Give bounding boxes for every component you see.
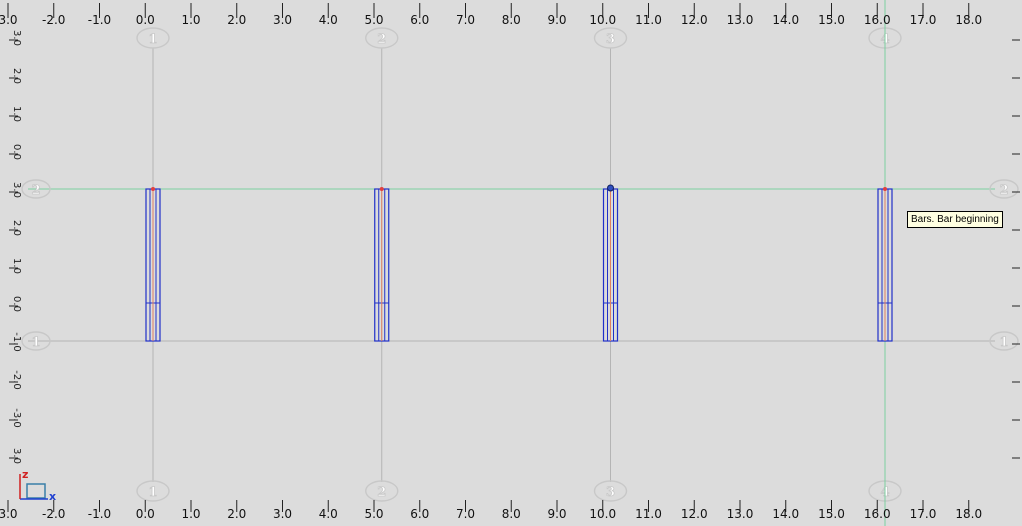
ruler-bottom-tick-label: 16.0 <box>864 507 891 521</box>
grid-axis-x-bubble-bottom[interactable] <box>365 480 399 502</box>
ruler-left-tick-label: 3.0 <box>11 182 22 198</box>
grid-axis-z-label-right: 2 <box>999 183 1008 198</box>
ruler-top-tick-label: 0.0 <box>136 13 155 27</box>
node-marker[interactable] <box>151 187 155 191</box>
ruler-top-tick-label: 16.0 <box>864 13 891 27</box>
ruler-bottom-tick-label: 13.0 <box>727 507 754 521</box>
ruler-top-tick-label: 15.0 <box>818 13 845 27</box>
grid-axis-x-bubble-top[interactable] <box>593 27 628 49</box>
ruler-top-tick-label: 9.0 <box>547 13 566 27</box>
ruler-top-tick-label: 3.0 <box>0 13 18 27</box>
grid-axis-x-bubble-top[interactable] <box>365 27 399 49</box>
ruler-bottom-tick-label: 9.0 <box>547 507 566 521</box>
node-marker[interactable] <box>379 187 384 191</box>
ruler-top-tick-label: 14.0 <box>772 13 799 27</box>
grid-axis-x-bubble-bottom[interactable] <box>593 480 628 502</box>
ruler-bottom-tick-label: 5.0 <box>364 507 383 521</box>
ruler-top-tick-label: 10.0 <box>589 13 616 27</box>
ruler-bottom-tick-label: 17.0 <box>910 507 937 521</box>
ruler-top-tick-label: 1.0 <box>181 13 200 27</box>
grid-axis-x-label-bottom: 1 <box>148 485 157 500</box>
ruler-left-tick-label: 0.0 <box>11 296 22 312</box>
ruler-top-tick-label: -1.0 <box>88 13 111 27</box>
ruler-bottom-tick-label: 3.0 <box>0 507 18 521</box>
ruler-left-tick-label: 3.0 <box>11 30 22 46</box>
grid-axis-x-label-top: 3 <box>606 32 615 47</box>
ruler-top-tick-label: 4.0 <box>319 13 338 27</box>
ruler-top-tick-label: 11.0 <box>635 13 662 27</box>
ruler-left-tick-label: -2.0 <box>11 370 22 390</box>
grid-axis-z-label-left: 1 <box>31 335 40 350</box>
ruler-left-tick-label: 1.0 <box>11 258 22 274</box>
grid-axis-x-label-top: 2 <box>377 32 386 47</box>
ruler-top-tick-label: 8.0 <box>502 13 521 27</box>
ruler-bottom-tick-label: 1.0 <box>181 507 200 521</box>
ruler-bottom-tick-label: 6.0 <box>410 507 429 521</box>
ruler-bottom-tick-label: -2.0 <box>42 507 65 521</box>
grid-axis-x-label-bottom: 3 <box>606 485 615 500</box>
grid-axis-x-bubble-bottom[interactable] <box>136 480 170 502</box>
ruler-top-tick-label: 13.0 <box>727 13 754 27</box>
ruler-bottom-tick-label: 4.0 <box>319 507 338 521</box>
grid-axis-z-bubble-right[interactable] <box>989 331 1019 351</box>
ruler-left-tick-label: 2.0 <box>11 220 22 236</box>
ruler-bottom-tick-label: 18.0 <box>955 507 982 521</box>
ruler-bottom-tick-label: 3.0 <box>273 507 292 521</box>
ruler-bottom-tick-label: 10.0 <box>589 507 616 521</box>
ruler-left-tick-label: 2.0 <box>11 68 22 84</box>
ruler-top-tick-label: 2.0 <box>227 13 246 27</box>
ruler-top-tick-label: 6.0 <box>410 13 429 27</box>
ruler-top-tick-label: -2.0 <box>42 13 65 27</box>
ruler-top-tick-label: 17.0 <box>910 13 937 27</box>
node-marker[interactable] <box>883 187 887 191</box>
ruler-bottom-tick-label: 0.0 <box>136 507 155 521</box>
grid-axis-x-label-top: 1 <box>148 32 157 47</box>
grid-axis-z-bubble-right[interactable] <box>989 179 1019 199</box>
hover-tooltip: Bars. Bar beginning <box>907 211 1003 228</box>
ruler-bottom-tick-label: -1.0 <box>88 507 111 521</box>
ruler-top-tick-label: 5.0 <box>364 13 383 27</box>
ruler-bottom-tick-label: 11.0 <box>635 507 662 521</box>
ruler-bottom-tick-label: 8.0 <box>502 507 521 521</box>
grid-axis-z-bubble-left[interactable] <box>21 179 51 199</box>
grid-axis-z-label-right: 1 <box>999 335 1008 350</box>
triad-plane-icon <box>26 483 46 499</box>
triad-z-label: z <box>22 468 29 481</box>
ruler-bottom-tick-label: 7.0 <box>456 507 475 521</box>
grid-axis-z-bubble-left[interactable] <box>21 331 51 351</box>
grid-axis-z-label-left: 2 <box>31 183 40 198</box>
hover-node-marker[interactable] <box>607 184 614 192</box>
ruler-bottom-tick-label: 15.0 <box>818 507 845 521</box>
ruler-top-tick-label: 12.0 <box>681 13 708 27</box>
triad-x-label: x <box>49 490 57 503</box>
ruler-bottom-tick-label: 12.0 <box>681 507 708 521</box>
ruler-left-tick-label: 1.0 <box>11 106 22 122</box>
ruler-left-tick-label: -3.0 <box>11 408 22 428</box>
grid-axis-x-label-bottom: 2 <box>377 485 386 500</box>
ruler-top-tick-label: 7.0 <box>456 13 475 27</box>
ruler-bottom-tick-label: 2.0 <box>227 507 246 521</box>
ruler-left-tick-label: -1.0 <box>11 332 22 352</box>
ruler-top-tick-label: 18.0 <box>955 13 982 27</box>
ruler-bottom-tick-label: 14.0 <box>772 507 799 521</box>
grid-axis-x-bubble-top[interactable] <box>136 27 170 49</box>
ruler-top-tick-label: 3.0 <box>273 13 292 27</box>
ruler-left-tick-label: 3.0 <box>11 448 22 464</box>
ruler-left-tick-label: 0.0 <box>11 144 22 160</box>
